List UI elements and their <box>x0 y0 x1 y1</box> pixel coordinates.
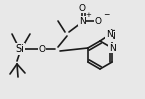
Text: −: − <box>103 10 109 19</box>
Text: N: N <box>79 17 85 26</box>
Text: N: N <box>109 43 116 52</box>
Text: N: N <box>106 30 113 39</box>
Text: O: O <box>95 17 102 26</box>
Text: O: O <box>39 44 46 53</box>
Text: N: N <box>109 32 115 41</box>
Text: Si: Si <box>16 44 25 54</box>
Text: O: O <box>78 3 86 12</box>
Text: +: + <box>86 12 91 18</box>
